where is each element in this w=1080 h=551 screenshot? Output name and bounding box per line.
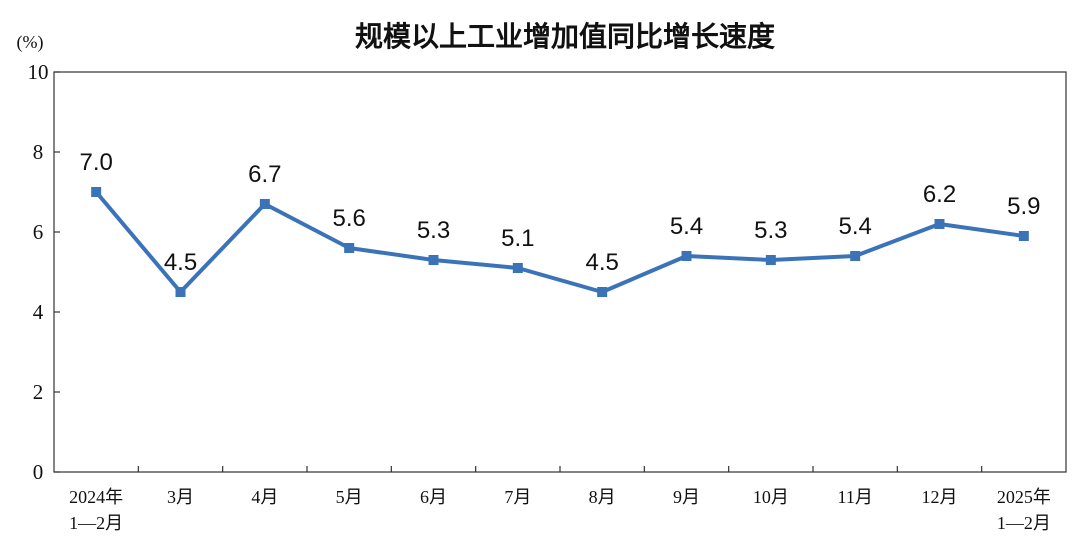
x-tick-label: 6月 bbox=[420, 487, 447, 507]
x-tick-label: 12月 bbox=[922, 487, 958, 507]
data-point-marker bbox=[428, 255, 439, 265]
x-tick-label: 8月 bbox=[589, 487, 616, 507]
data-label: 6.2 bbox=[923, 181, 956, 208]
chart-title: 规模以上工业增加值同比增长速度 bbox=[355, 20, 775, 53]
data-labels-group: 7.0 4.5 6.7 5.6 5.3 5.1 4.5 5.4 5.3 5.4 6.2 5.9 bbox=[79, 149, 1040, 276]
y-tick-label: 10 bbox=[28, 60, 49, 84]
data-label: 7.0 bbox=[79, 149, 112, 176]
x-axis: 2024年 1—2月 3月 4月 5月 6月 7月 8月 9月 10月 11月 12月 2025年 1—2… bbox=[69, 466, 1051, 533]
y-axis: 0 2 4 6 8 10 bbox=[28, 60, 60, 484]
markers-group bbox=[91, 187, 1029, 297]
x-tick-label: 7月 bbox=[504, 487, 531, 507]
data-label: 6.7 bbox=[248, 161, 281, 188]
y-tick-label: 8 bbox=[33, 140, 44, 164]
data-point-marker bbox=[681, 251, 692, 261]
x-tick-label: 11月 bbox=[837, 487, 872, 507]
x-tick-label: 2025年 1—2月 bbox=[997, 487, 1051, 533]
x-tick-label: 4月 bbox=[251, 487, 278, 507]
data-point-marker bbox=[175, 287, 186, 297]
data-point-marker bbox=[765, 255, 776, 265]
data-point-marker bbox=[259, 199, 270, 209]
data-point-marker bbox=[1018, 231, 1029, 241]
y-tick-label: 6 bbox=[33, 220, 44, 244]
x-tick-label: 9月 bbox=[673, 487, 700, 507]
data-label: 5.6 bbox=[332, 205, 365, 232]
data-point-marker bbox=[344, 243, 355, 253]
x-tick-label: 5月 bbox=[336, 487, 363, 507]
x-tick-label: 10月 bbox=[753, 487, 789, 507]
x-tick-label: 3月 bbox=[167, 487, 194, 507]
y-tick-label: 2 bbox=[33, 380, 44, 404]
y-axis-unit: (%) bbox=[17, 32, 44, 53]
data-label: 4.5 bbox=[164, 249, 197, 276]
series-line bbox=[94, 190, 1025, 294]
data-point-marker bbox=[850, 251, 861, 261]
data-point-marker bbox=[597, 287, 608, 297]
data-label: 5.1 bbox=[501, 225, 534, 252]
plot-frame bbox=[53, 71, 1067, 473]
data-point-marker bbox=[934, 219, 945, 229]
data-label: 5.3 bbox=[754, 217, 787, 244]
data-point-marker bbox=[91, 187, 102, 197]
series-line-group bbox=[94, 190, 1025, 294]
data-label: 5.4 bbox=[670, 213, 703, 240]
data-label: 5.9 bbox=[1007, 193, 1040, 220]
data-label: 5.3 bbox=[417, 217, 450, 244]
x-tick-label: 2024年 1—2月 bbox=[69, 487, 123, 533]
data-label: 5.4 bbox=[838, 213, 871, 240]
y-tick-label: 0 bbox=[33, 460, 44, 484]
data-point-marker bbox=[512, 263, 523, 273]
y-tick-label: 4 bbox=[33, 300, 44, 324]
data-label: 4.5 bbox=[585, 249, 618, 276]
